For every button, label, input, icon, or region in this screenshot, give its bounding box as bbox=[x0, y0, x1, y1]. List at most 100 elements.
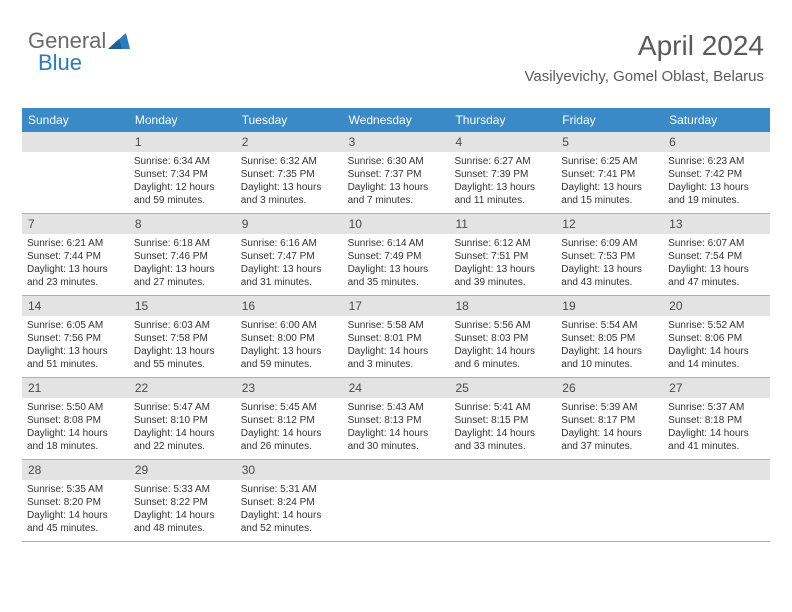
day-cell: Sunrise: 6:32 AMSunset: 7:35 PMDaylight:… bbox=[236, 152, 343, 213]
sunset-text: Sunset: 8:12 PM bbox=[241, 414, 338, 427]
daylight-text-2: and 14 minutes. bbox=[668, 358, 765, 371]
week-row: Sunrise: 6:05 AMSunset: 7:56 PMDaylight:… bbox=[22, 316, 770, 378]
logo-text-blue-wrap: Blue bbox=[38, 50, 82, 76]
day-cell: Sunrise: 5:41 AMSunset: 8:15 PMDaylight:… bbox=[449, 398, 556, 459]
daylight-text-2: and 30 minutes. bbox=[348, 440, 445, 453]
day-number: 14 bbox=[22, 296, 129, 316]
sunrise-text: Sunrise: 5:47 AM bbox=[134, 401, 231, 414]
daylight-text-1: Daylight: 14 hours bbox=[241, 509, 338, 522]
sunset-text: Sunset: 8:22 PM bbox=[134, 496, 231, 509]
sunrise-text: Sunrise: 6:30 AM bbox=[348, 155, 445, 168]
day-number: 19 bbox=[556, 296, 663, 316]
daylight-text-1: Daylight: 13 hours bbox=[27, 263, 124, 276]
sunset-text: Sunset: 8:15 PM bbox=[454, 414, 551, 427]
logo-text-blue: Blue bbox=[38, 50, 82, 75]
daylight-text-1: Daylight: 14 hours bbox=[561, 345, 658, 358]
day-number: 24 bbox=[343, 378, 450, 398]
daylight-text-2: and 26 minutes. bbox=[241, 440, 338, 453]
day-header-mon: Monday bbox=[129, 108, 236, 132]
sunset-text: Sunset: 8:05 PM bbox=[561, 332, 658, 345]
sunset-text: Sunset: 8:08 PM bbox=[27, 414, 124, 427]
day-number: 20 bbox=[663, 296, 770, 316]
day-number: 27 bbox=[663, 378, 770, 398]
sunset-text: Sunset: 7:47 PM bbox=[241, 250, 338, 263]
day-cell: Sunrise: 5:35 AMSunset: 8:20 PMDaylight:… bbox=[22, 480, 129, 541]
logo-triangle-icon bbox=[108, 33, 130, 49]
daylight-text-1: Daylight: 14 hours bbox=[561, 427, 658, 440]
day-cell: Sunrise: 6:21 AMSunset: 7:44 PMDaylight:… bbox=[22, 234, 129, 295]
daylight-text-1: Daylight: 12 hours bbox=[134, 181, 231, 194]
daylight-text-2: and 3 minutes. bbox=[348, 358, 445, 371]
daylight-text-2: and 6 minutes. bbox=[454, 358, 551, 371]
daylight-text-2: and 22 minutes. bbox=[134, 440, 231, 453]
day-cell bbox=[449, 480, 556, 541]
sunrise-text: Sunrise: 5:35 AM bbox=[27, 483, 124, 496]
sunrise-text: Sunrise: 6:14 AM bbox=[348, 237, 445, 250]
day-cell: Sunrise: 6:12 AMSunset: 7:51 PMDaylight:… bbox=[449, 234, 556, 295]
day-cell: Sunrise: 6:09 AMSunset: 7:53 PMDaylight:… bbox=[556, 234, 663, 295]
day-cell: Sunrise: 5:52 AMSunset: 8:06 PMDaylight:… bbox=[663, 316, 770, 377]
day-number: 23 bbox=[236, 378, 343, 398]
daylight-text-1: Daylight: 13 hours bbox=[561, 181, 658, 194]
week-daynum-row: 123456 bbox=[22, 132, 770, 152]
sunrise-text: Sunrise: 6:34 AM bbox=[134, 155, 231, 168]
daylight-text-1: Daylight: 13 hours bbox=[668, 181, 765, 194]
day-number: 22 bbox=[129, 378, 236, 398]
location-text: Vasilyevichy, Gomel Oblast, Belarus bbox=[524, 68, 764, 85]
daylight-text-1: Daylight: 14 hours bbox=[348, 427, 445, 440]
day-cell bbox=[343, 480, 450, 541]
daylight-text-1: Daylight: 13 hours bbox=[241, 263, 338, 276]
sunrise-text: Sunrise: 6:03 AM bbox=[134, 319, 231, 332]
day-number: 12 bbox=[556, 214, 663, 234]
day-header-tue: Tuesday bbox=[236, 108, 343, 132]
day-cell: Sunrise: 6:14 AMSunset: 7:49 PMDaylight:… bbox=[343, 234, 450, 295]
calendar: Sunday Monday Tuesday Wednesday Thursday… bbox=[22, 108, 770, 542]
sunset-text: Sunset: 7:49 PM bbox=[348, 250, 445, 263]
day-cell: Sunrise: 6:16 AMSunset: 7:47 PMDaylight:… bbox=[236, 234, 343, 295]
day-cell: Sunrise: 6:03 AMSunset: 7:58 PMDaylight:… bbox=[129, 316, 236, 377]
day-number bbox=[343, 460, 450, 480]
day-number: 5 bbox=[556, 132, 663, 152]
sunset-text: Sunset: 8:24 PM bbox=[241, 496, 338, 509]
sunset-text: Sunset: 7:58 PM bbox=[134, 332, 231, 345]
day-cell: Sunrise: 5:56 AMSunset: 8:03 PMDaylight:… bbox=[449, 316, 556, 377]
daylight-text-2: and 19 minutes. bbox=[668, 194, 765, 207]
daylight-text-2: and 27 minutes. bbox=[134, 276, 231, 289]
sunset-text: Sunset: 8:06 PM bbox=[668, 332, 765, 345]
day-cell: Sunrise: 5:37 AMSunset: 8:18 PMDaylight:… bbox=[663, 398, 770, 459]
sunrise-text: Sunrise: 6:09 AM bbox=[561, 237, 658, 250]
sunrise-text: Sunrise: 6:21 AM bbox=[27, 237, 124, 250]
daylight-text-1: Daylight: 14 hours bbox=[27, 427, 124, 440]
daylight-text-2: and 39 minutes. bbox=[454, 276, 551, 289]
day-number: 28 bbox=[22, 460, 129, 480]
calendar-day-header: Sunday Monday Tuesday Wednesday Thursday… bbox=[22, 108, 770, 132]
daylight-text-2: and 59 minutes. bbox=[134, 194, 231, 207]
day-number: 29 bbox=[129, 460, 236, 480]
day-number: 9 bbox=[236, 214, 343, 234]
week-row: Sunrise: 6:34 AMSunset: 7:34 PMDaylight:… bbox=[22, 152, 770, 214]
day-number bbox=[663, 460, 770, 480]
daylight-text-2: and 45 minutes. bbox=[27, 522, 124, 535]
day-number: 3 bbox=[343, 132, 450, 152]
day-cell: Sunrise: 5:33 AMSunset: 8:22 PMDaylight:… bbox=[129, 480, 236, 541]
daylight-text-1: Daylight: 14 hours bbox=[134, 427, 231, 440]
sunset-text: Sunset: 8:17 PM bbox=[561, 414, 658, 427]
daylight-text-1: Daylight: 13 hours bbox=[241, 181, 338, 194]
day-number: 13 bbox=[663, 214, 770, 234]
day-cell: Sunrise: 6:00 AMSunset: 8:00 PMDaylight:… bbox=[236, 316, 343, 377]
daylight-text-2: and 7 minutes. bbox=[348, 194, 445, 207]
sunrise-text: Sunrise: 5:41 AM bbox=[454, 401, 551, 414]
sunrise-text: Sunrise: 5:56 AM bbox=[454, 319, 551, 332]
sunset-text: Sunset: 7:46 PM bbox=[134, 250, 231, 263]
sunrise-text: Sunrise: 6:27 AM bbox=[454, 155, 551, 168]
sunrise-text: Sunrise: 5:45 AM bbox=[241, 401, 338, 414]
sunrise-text: Sunrise: 5:50 AM bbox=[27, 401, 124, 414]
day-number: 4 bbox=[449, 132, 556, 152]
daylight-text-1: Daylight: 14 hours bbox=[134, 509, 231, 522]
daylight-text-1: Daylight: 14 hours bbox=[348, 345, 445, 358]
daylight-text-1: Daylight: 14 hours bbox=[27, 509, 124, 522]
day-number: 10 bbox=[343, 214, 450, 234]
day-cell bbox=[22, 152, 129, 213]
week-row: Sunrise: 5:35 AMSunset: 8:20 PMDaylight:… bbox=[22, 480, 770, 542]
sunset-text: Sunset: 7:42 PM bbox=[668, 168, 765, 181]
